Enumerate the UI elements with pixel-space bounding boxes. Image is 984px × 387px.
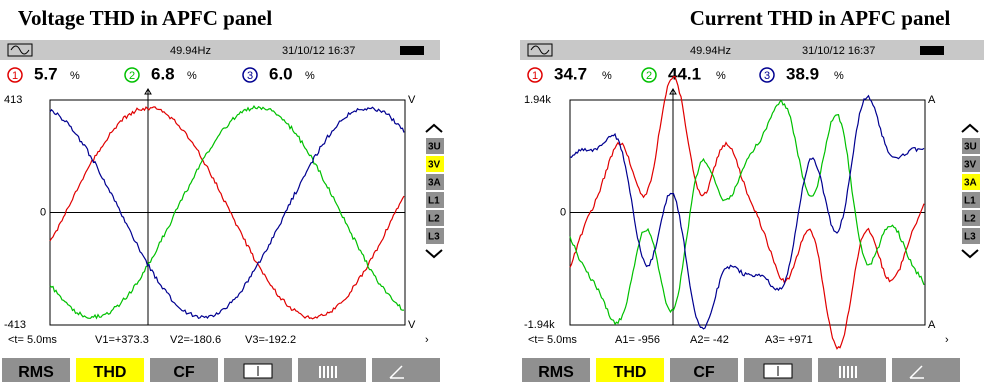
y-unit: A <box>928 319 936 331</box>
tab-label: THD <box>94 364 127 381</box>
analyzer-screen: 49.94Hz 31/10/12 16:37 1 5.7% 2 6.8% 3 6.0% 413 0… <box>0 40 444 382</box>
side-button-label: 3U <box>964 142 977 153</box>
cursor-reading: V2=-180.6 <box>170 334 221 346</box>
phase-value: 38.9 <box>786 64 819 83</box>
phase-unit: % <box>834 70 844 82</box>
phase-marker-label: 3 <box>247 70 253 82</box>
y-min: -1.94k <box>524 319 555 331</box>
side-button-label: 3U <box>428 142 441 153</box>
cursor-reading: V3=-192.2 <box>245 334 296 346</box>
phase-value: 6.8 <box>151 64 175 83</box>
cursor-time: <t= 5.0ms <box>528 334 577 346</box>
y-unit: A <box>928 94 936 106</box>
phase-unit: % <box>70 70 80 82</box>
side-button-label: 3A <box>964 178 977 189</box>
cursor-reading: A1= -956 <box>615 334 660 346</box>
y-zero: 0 <box>40 206 46 218</box>
page: {"panels": [ {"title": "Voltage THD in A… <box>0 0 984 382</box>
cursor-time: <t= 5.0ms <box>8 334 57 346</box>
phase-marker-label: 2 <box>129 70 135 82</box>
side-button-label: L2 <box>428 214 440 225</box>
phase-unit: % <box>187 70 197 82</box>
side-button-label: 3A <box>428 178 441 189</box>
scroll-up[interactable] <box>426 125 442 132</box>
tab-label: CF <box>173 364 195 381</box>
phase-value: 34.7 <box>554 64 587 83</box>
tab-label: RMS <box>538 364 574 381</box>
phase-marker-label: 1 <box>12 70 18 82</box>
tab[interactable] <box>892 358 960 382</box>
battery <box>920 46 944 55</box>
battery <box>400 46 424 55</box>
y-max: 1.94k <box>524 94 551 106</box>
cursor-icon <box>244 364 272 378</box>
tab-label: CF <box>693 364 715 381</box>
datetime: 31/10/12 16:37 <box>802 45 875 57</box>
phase-marker-label: 3 <box>764 70 770 82</box>
side-button-label: L1 <box>428 196 440 207</box>
panel-title: Current THD in APFC panel <box>690 6 951 30</box>
y-unit: V <box>408 319 416 331</box>
panel-title: Voltage THD in APFC panel <box>18 6 273 30</box>
scroll-down[interactable] <box>962 250 978 257</box>
phase-marker-label: 2 <box>646 70 652 82</box>
tab[interactable] <box>372 358 440 382</box>
cursor-reading: V1=+373.3 <box>95 334 149 346</box>
frequency: 49.94Hz <box>170 45 211 57</box>
analyzer-screen: 49.94Hz 31/10/12 16:37 1 34.7% 2 44.1% 3 38.9% 1… <box>520 40 984 382</box>
cursor-icon <box>764 364 792 378</box>
tab-label: THD <box>614 364 647 381</box>
datetime: 31/10/12 16:37 <box>282 45 355 57</box>
side-button-label: L1 <box>964 196 976 207</box>
y-unit: V <box>408 94 416 106</box>
phase-value: 6.0 <box>269 64 293 83</box>
cursor-reading: A3= +971 <box>765 334 813 346</box>
phase-marker-label: 1 <box>532 70 538 82</box>
phase-unit: % <box>716 70 726 82</box>
side-button-label: 3V <box>964 160 977 171</box>
screenshot: Voltage THD in APFC panel 49.94Hz 31/10/12… <box>0 0 984 382</box>
scroll-up[interactable] <box>962 125 978 132</box>
side-button-label: L3 <box>964 232 976 243</box>
status-bar <box>0 40 440 60</box>
phase-unit: % <box>305 70 315 82</box>
phase-value: 44.1 <box>668 64 701 83</box>
y-max: 413 <box>4 94 22 106</box>
side-button-label: L3 <box>428 232 440 243</box>
phase-unit: % <box>602 70 612 82</box>
phase-value: 5.7 <box>34 64 58 83</box>
y-zero: 0 <box>560 206 566 218</box>
scroll-down[interactable] <box>426 250 442 257</box>
status-bar <box>520 40 984 60</box>
frequency: 49.94Hz <box>690 45 731 57</box>
more-arrow: › <box>425 334 429 346</box>
y-min: -413 <box>4 319 26 331</box>
side-button-label: L2 <box>964 214 976 225</box>
cursor-reading: A2= -42 <box>690 334 729 346</box>
side-button-label: 3V <box>428 160 441 171</box>
more-arrow: › <box>945 334 949 346</box>
tab-label: RMS <box>18 364 54 381</box>
